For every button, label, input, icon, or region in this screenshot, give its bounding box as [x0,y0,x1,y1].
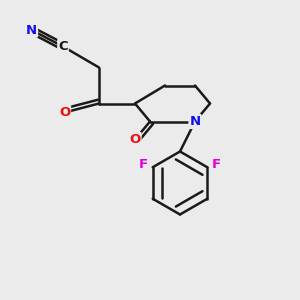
Text: F: F [139,158,148,171]
Text: O: O [59,106,70,119]
Text: O: O [129,133,141,146]
Text: N: N [189,115,201,128]
Text: N: N [26,23,37,37]
Text: F: F [212,158,221,171]
Text: C: C [58,40,68,53]
